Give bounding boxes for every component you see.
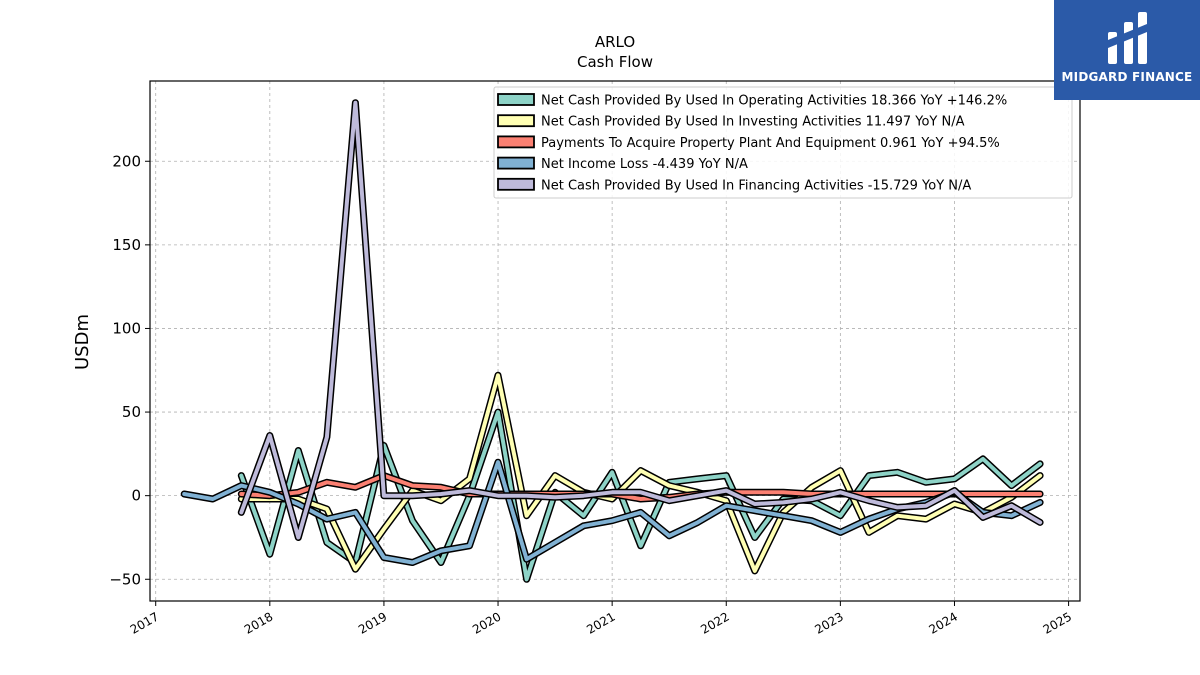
x-tick-label: 2017 — [128, 609, 161, 636]
legend-swatch — [497, 156, 535, 170]
series-line-3 — [237, 472, 1044, 503]
y-tick-label: 200 — [112, 152, 141, 170]
x-tick-label: 2025 — [1041, 609, 1074, 636]
legend-swatch — [497, 177, 535, 191]
x-tick-label: 2022 — [698, 609, 731, 636]
y-tick-label: 150 — [112, 236, 141, 254]
legend-label: Net Cash Provided By Used In Operating A… — [541, 94, 1007, 109]
y-tick-label: 0 — [131, 487, 141, 505]
series-stroke — [239, 410, 1043, 582]
legend-swatch — [497, 114, 535, 128]
chart-subtitle: Cash Flow — [577, 53, 653, 71]
y-tick-label: 50 — [122, 403, 141, 421]
plot-area-frame — [149, 80, 1081, 602]
x-tick-label: 2019 — [356, 609, 389, 636]
series-line-1 — [237, 408, 1044, 583]
series-lines — [180, 99, 1044, 583]
midgard-logo-icon — [1108, 12, 1147, 64]
y-tick-label: −50 — [109, 570, 141, 588]
legend-label: Payments To Acquire Property Plant And E… — [541, 136, 1000, 151]
legend-swatch — [497, 135, 535, 149]
x-tick-label: 2024 — [927, 609, 960, 636]
x-tick-label: 2023 — [812, 609, 845, 636]
series-stroke — [239, 100, 1043, 540]
x-tick-label: 2020 — [470, 609, 503, 636]
legend-label: Net Income Loss -4.439 YoY N/A — [541, 157, 748, 172]
y-axis-label: USDm — [72, 314, 93, 370]
midgard-finance-logo: MIDGARD FINANCE — [1054, 0, 1200, 100]
legend-frame — [493, 86, 1073, 199]
legend-label: Net Cash Provided By Used In Financing A… — [541, 178, 971, 193]
legend-swatch — [497, 93, 535, 106]
legend: Net Cash Provided By Used In Operating A… — [493, 86, 1073, 199]
x-tick-label: 2021 — [584, 609, 617, 636]
x-tick-label: 2018 — [242, 609, 275, 636]
logo-text: MIDGARD FINANCE — [1061, 70, 1193, 84]
series-line-5 — [237, 99, 1044, 541]
series-stroke — [239, 473, 1043, 501]
chart-title: ARLO — [595, 33, 635, 51]
axis-ticks: 2017 2018 2019 2020 2021 2022 2023 2024 2025 −50 0… — [109, 152, 1074, 637]
y-tick-label: 100 — [112, 319, 141, 337]
legend-label: Net Cash Provided By Used In Investing A… — [541, 115, 965, 130]
